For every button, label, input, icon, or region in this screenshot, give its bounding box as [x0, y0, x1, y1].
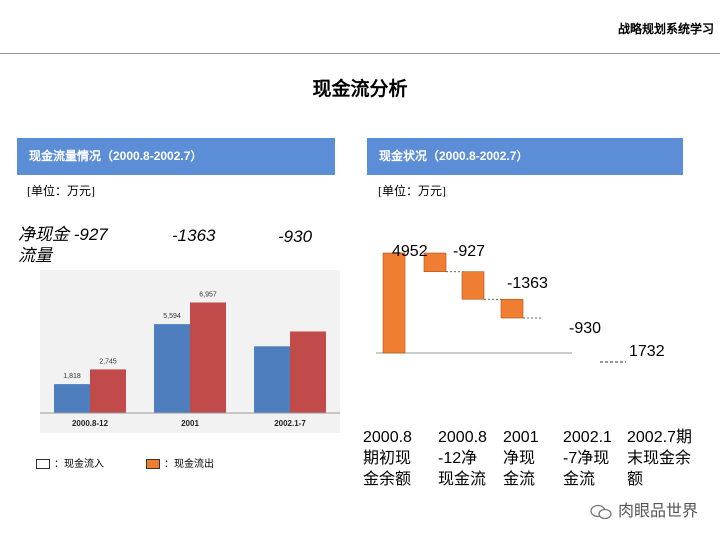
bar-value-label: 1,818	[63, 373, 81, 380]
waterfall-category-label: 现金流	[438, 470, 486, 488]
bar-inflow-1	[154, 324, 190, 413]
waterfall-bar-0	[382, 252, 406, 354]
waterfall-category-label: 金流	[503, 470, 535, 488]
waterfall-category-label: 2001	[503, 429, 539, 446]
right-panel-unit: [单位：万元]	[378, 184, 446, 198]
waterfall-bar-3	[500, 298, 524, 319]
watermark: 肉眼品世界	[590, 497, 698, 521]
bar-inflow-2	[254, 346, 290, 413]
legend-inflow: ：现金流入	[36, 455, 104, 470]
bar-outflow-1	[190, 302, 226, 413]
waterfall-bar-2	[461, 271, 485, 300]
right-panel-title: 现金状况（2000.8-2002.7）	[367, 138, 683, 175]
waterfall-value-label: 4952	[392, 243, 428, 260]
header-section: 战略规划系统学习	[617, 22, 714, 36]
bar-outflow-0	[90, 369, 126, 413]
net-cashflow-2002: -930	[278, 227, 313, 246]
waterfall-category-label: 2000.8	[438, 429, 487, 446]
waterfall-bar-1	[423, 252, 447, 273]
waterfall-category-label: -7净现	[563, 449, 609, 467]
chat-bubble-icon	[590, 504, 612, 519]
net-cashflow-label-2: 流量	[18, 246, 54, 265]
waterfall-category-label: 末现金余	[627, 448, 691, 467]
waterfall-category-label: 额	[627, 470, 643, 488]
bar-value-label: 5,594	[163, 313, 181, 320]
net-cashflow-2001: -1363	[172, 226, 216, 245]
left-panel-title: 现金流量情况（2000.8-2002.7）	[17, 138, 335, 175]
waterfall-value-label: 1732	[629, 343, 665, 360]
bar-value-label: 2,745	[99, 358, 117, 365]
left-panel-unit: [单位：万元]	[27, 184, 95, 198]
waterfall-value-label: -1363	[507, 275, 548, 292]
bar-outflow-2	[290, 331, 326, 413]
waterfall-category-label: 2002.7期	[627, 428, 692, 446]
bar-category-label: 2002.1-7	[274, 419, 306, 428]
legend-inflow-label: ：现金流入	[54, 459, 104, 470]
bar-value-label: 6,957	[199, 291, 217, 298]
legend-outflow: ：现金流出	[146, 455, 214, 470]
waterfall-category-label: 金流	[563, 470, 595, 488]
bar-inflow-0	[54, 384, 90, 413]
legend-inflow-swatch	[36, 459, 50, 470]
waterfall-category-label: 期初现	[363, 449, 411, 467]
watermark-text: 肉眼品世界	[617, 503, 698, 520]
cashflow-bar-chart: 1,818 2,745 2000.8-12 5,594 6,957 2001 2002.1-…	[18, 225, 340, 433]
legend-outflow-label: ：现金流出	[164, 459, 214, 470]
waterfall-category-label: 2002.1	[563, 429, 612, 446]
waterfall-value-label: -930	[569, 320, 601, 337]
bar-category-label: 2000.8-12	[72, 419, 109, 428]
waterfall-category-label: -12净	[438, 449, 477, 467]
waterfall-category-label: 金余额	[363, 469, 411, 488]
net-cashflow-label-1: 净现金 -927	[18, 225, 108, 244]
waterfall-value-label: -927	[453, 243, 485, 260]
header-divider	[0, 53, 720, 54]
waterfall-category-label: 2000.8	[363, 429, 412, 446]
waterfall-category-label: 净现	[503, 449, 535, 467]
legend-outflow-swatch	[146, 459, 160, 470]
page-title: 现金流分析	[312, 79, 408, 100]
bar-category-label: 2001	[181, 419, 199, 428]
